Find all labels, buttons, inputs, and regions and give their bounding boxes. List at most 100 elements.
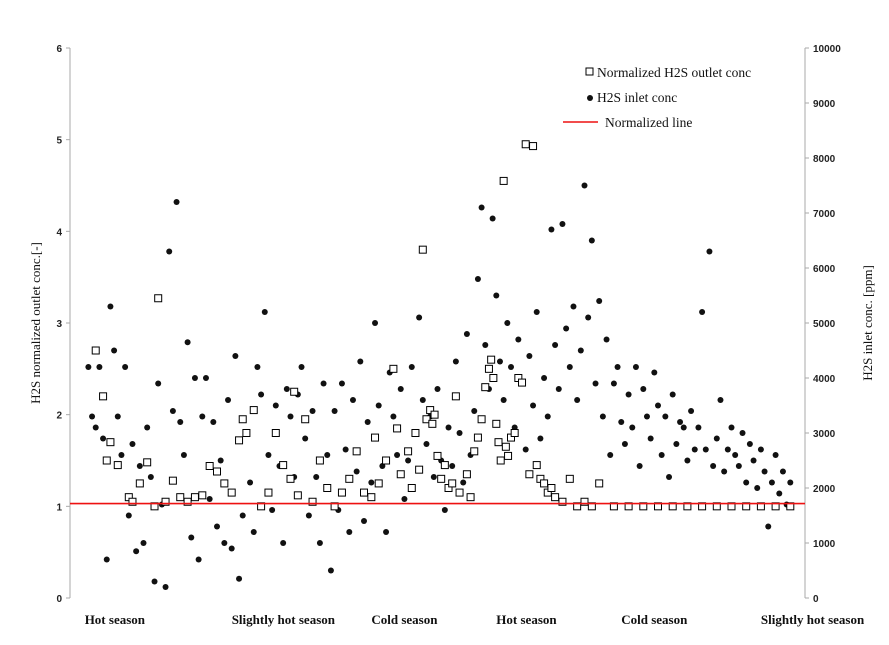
outlet-point [504,451,513,460]
inlet-point [710,463,717,469]
inlet-point [254,364,261,370]
inlet-point [430,474,437,480]
inlet-point [107,303,114,310]
right-y-ticks: 0 1000 2000 3000 4000 5000 6000 7000 8000 9000 100… [805,44,841,605]
outlet-point [477,415,486,424]
outlet-point [518,378,527,387]
inlet-point [603,336,610,343]
inlet-point [713,435,720,442]
inlet-point [206,496,213,502]
inlet-point [225,397,232,403]
outlet-point [367,493,376,502]
inlet-point [416,314,423,321]
inlet-point [632,364,639,370]
outlet-point [286,474,295,483]
left-tick-label: 4 [56,227,62,238]
outlet-point [360,488,368,497]
inlet-point [434,386,441,392]
outlet-point [547,484,556,492]
outlet-point [154,294,163,303]
inlet-point [372,320,379,326]
outlet-conc-series [91,140,795,511]
outlet-point [227,488,236,497]
inlet-point [669,391,676,398]
inlet-point [169,408,176,414]
inlet-point [743,479,750,486]
inlet-point [221,540,228,546]
inlet-point [761,468,768,475]
outlet-point [481,383,490,392]
outlet-point [190,493,199,502]
outlet-point [382,456,391,465]
outlet-point [143,458,152,467]
right-tick-label: 7000 [813,209,836,220]
inlet-point [188,534,195,541]
inlet-point [489,215,496,222]
outlet-point [428,419,437,428]
outlet-point [220,479,229,488]
inlet-point [236,575,243,582]
outlet-point [565,474,574,483]
inlet-point [452,358,459,365]
outlet-point [437,474,446,483]
right-tick-label: 8000 [813,154,836,165]
inlet-point [394,452,401,458]
inlet-point [629,424,636,431]
inlet-point [577,347,584,354]
outlet-point [213,467,221,476]
inlet-point [463,331,470,337]
outlet-point [99,392,108,401]
inlet-point [96,364,103,370]
inlet-point [445,424,452,431]
inlet-point [210,419,217,425]
inlet-point [122,364,129,370]
inlet-point [151,578,158,585]
inlet-point [563,325,570,332]
inlet-point [482,342,489,348]
inlet-point [585,314,592,321]
inlet-point [118,452,125,458]
inlet-point [269,507,276,513]
inlet-point [496,358,503,365]
outlet-point [102,456,111,465]
outlet-point [595,479,604,488]
inlet-point [147,474,154,480]
inlet-point [111,347,118,354]
outlet-point [521,140,530,149]
outlet-point [337,488,346,497]
outlet-point [484,364,493,373]
outlet-point [529,142,538,151]
inlet-point [471,408,478,414]
outlet-point [113,461,122,470]
left-y-ticks: 0 1 2 3 4 5 6 [56,44,70,605]
inlet-point [746,441,753,447]
outlet-point [389,364,398,373]
inlet-point [316,540,323,546]
inlet-point [173,199,180,205]
outlet-point [242,429,251,437]
inlet-point [361,518,367,524]
inlet-point [441,507,448,513]
inlet-point [526,353,533,359]
inlet-point [570,303,577,310]
inlet-point [250,529,257,535]
inlet-point [607,452,614,458]
inlet-point [588,237,595,244]
outlet-point [451,392,460,401]
inlet-point [342,446,349,453]
outlet-point [558,497,567,506]
inlet-point [768,479,775,486]
inlet-point [596,298,603,304]
inlet-point [581,182,588,189]
outlet-point [323,484,332,492]
inlet-point [779,468,786,475]
outlet-point [205,462,214,470]
inlet-conc-series [85,182,794,590]
outlet-point [293,491,302,500]
inlet-point [643,413,650,420]
inlet-point [313,474,320,480]
outlet-point [290,387,299,396]
inlet-point [754,485,761,491]
outlet-point [499,176,508,185]
inlet-point [478,204,485,211]
